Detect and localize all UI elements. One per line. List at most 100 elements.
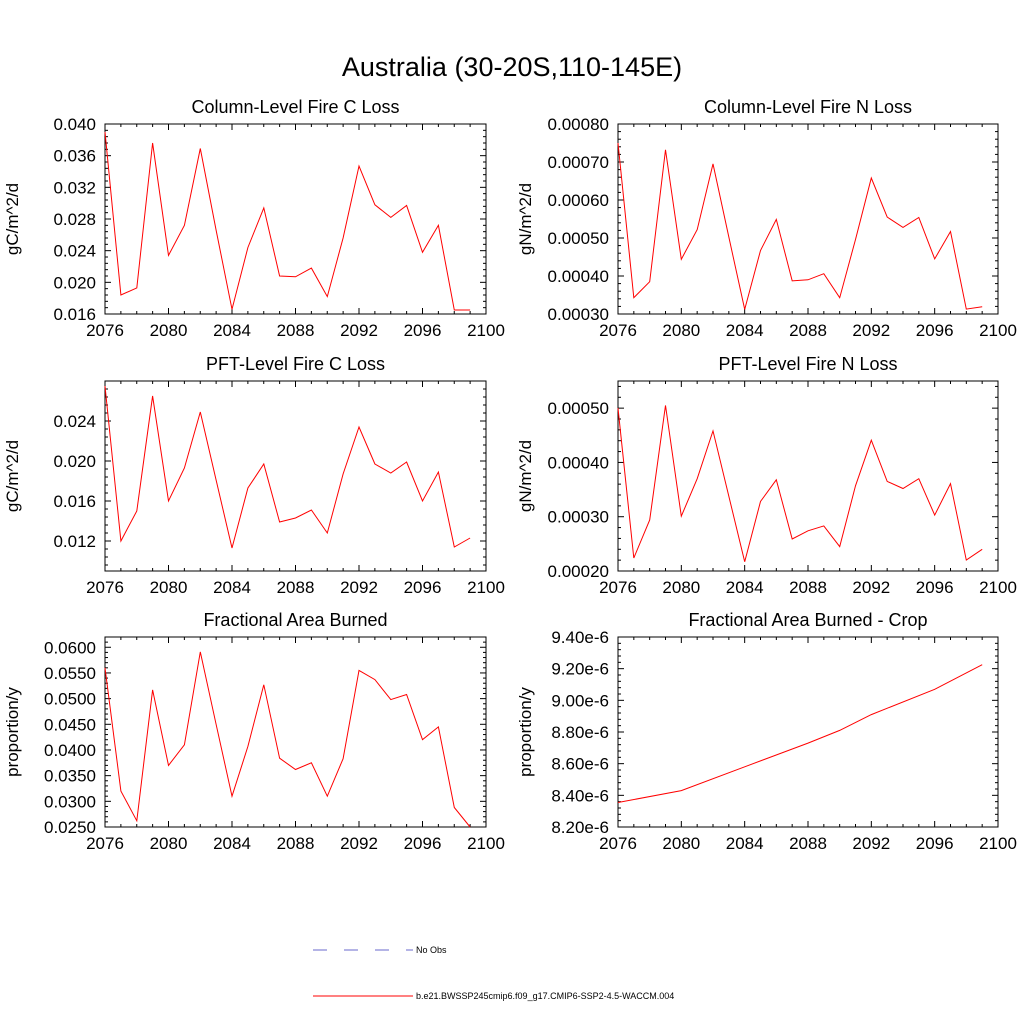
y-tick-label: 0.00040 [548,453,609,472]
y-tick-label: 0.0550 [44,664,96,683]
x-tick-label: 2080 [150,578,188,597]
x-tick-label: 2096 [916,578,954,597]
series-line [104,131,471,311]
x-tick-label: 2080 [662,578,700,597]
y-axis-label: proportion/y [3,687,22,777]
x-tick-label: 2084 [726,578,764,597]
y-tick-label: 0.020 [53,452,96,471]
y-axis-label: gC/m^2/d [3,440,22,512]
y-tick-label: 8.80e-6 [551,723,609,742]
x-tick-label: 2092 [852,834,890,853]
series-line [104,651,471,828]
x-tick-label: 2096 [916,834,954,853]
x-tick-label: 2088 [789,578,827,597]
y-tick-label: 9.00e-6 [551,691,609,710]
y-axis-label: gN/m^2/d [516,183,535,255]
plot-frame [104,636,487,828]
y-tick-label: 0.0300 [44,792,96,811]
x-tick-label: 2096 [404,321,442,340]
x-tick-label: 2092 [340,578,378,597]
chart-panel: Fractional Area Burned proportion/y 2076 20… [3,610,505,853]
x-tick-label: 2076 [599,578,637,597]
x-tick-label: 2076 [599,834,637,853]
chart-panel: PFT-Level Fire C Loss gC/m^2/d 2076 2080 208… [3,354,505,597]
y-tick-label: 0.032 [53,178,96,197]
y-tick-label: 0.024 [53,242,96,261]
y-axis-label: proportion/y [516,687,535,777]
x-tick-label: 2092 [340,834,378,853]
series-line [617,142,983,310]
x-tick-label: 2080 [662,321,700,340]
legend: No Obs b.e21.BWSSP245cmip6.f09_g17.CMIP6… [313,945,674,1001]
series-line [617,405,983,562]
panel-title: PFT-Level Fire N Loss [718,354,897,374]
plot-frame [104,380,487,572]
y-tick-label: 9.20e-6 [551,660,609,679]
x-tick-label: 2084 [213,578,251,597]
y-tick-label: 0.00050 [548,229,609,248]
x-tick-label: 2096 [404,578,442,597]
y-tick-label: 0.00030 [548,508,609,527]
panel-title: Column-Level Fire N Loss [704,97,912,117]
x-tick-label: 2100 [979,578,1017,597]
y-tick-label: 0.012 [53,532,96,551]
x-tick-label: 2084 [726,321,764,340]
legend-label-model-run: b.e21.BWSSP245cmip6.f09_g17.CMIP6-SSP2-4… [416,991,674,1001]
series-line [617,664,983,803]
x-tick-label: 2080 [662,834,700,853]
plot-frame [617,636,999,828]
x-tick-label: 2100 [467,578,505,597]
panels: Column-Level Fire C Loss gC/m^2/d 2076 2080… [3,97,1017,853]
y-tick-label: 0.040 [53,115,96,134]
y-tick-label: 0.00070 [548,153,609,172]
figure-title: Australia (30-20S,110-145E) [342,52,682,82]
x-tick-label: 2092 [852,578,890,597]
panel-title: Fractional Area Burned - Crop [688,610,927,630]
x-tick-label: 2100 [467,321,505,340]
x-tick-label: 2080 [150,321,188,340]
y-tick-label: 0.00040 [548,267,609,286]
x-tick-label: 2100 [979,834,1017,853]
y-tick-label: 0.036 [53,147,96,166]
chart-panel: Fractional Area Burned - Crop proportion/… [516,610,1017,853]
plot-frame [104,123,487,315]
x-tick-label: 2088 [277,834,315,853]
x-tick-label: 2100 [979,321,1017,340]
panel-title: Fractional Area Burned [203,610,387,630]
x-tick-label: 2080 [150,834,188,853]
series-line [104,385,471,549]
x-tick-label: 2096 [916,321,954,340]
y-tick-label: 8.20e-6 [551,818,609,837]
x-tick-label: 2092 [340,321,378,340]
y-tick-label: 0.0600 [44,638,96,657]
x-tick-label: 2084 [213,834,251,853]
x-tick-label: 2092 [852,321,890,340]
panel-title: Column-Level Fire C Loss [191,97,399,117]
y-tick-label: 0.028 [53,210,96,229]
x-tick-label: 2088 [277,321,315,340]
y-tick-label: 0.00020 [548,562,609,581]
x-tick-label: 2076 [86,834,124,853]
panel-title: PFT-Level Fire C Loss [206,354,385,374]
y-axis-label: gN/m^2/d [516,440,535,512]
y-tick-label: 0.00050 [548,399,609,418]
x-tick-label: 2076 [599,321,637,340]
y-tick-label: 0.0400 [44,741,96,760]
y-tick-label: 0.00060 [548,191,609,210]
y-tick-label: 0.016 [53,305,96,324]
plot-frame [617,380,999,572]
y-tick-label: 0.020 [53,273,96,292]
x-tick-label: 2100 [467,834,505,853]
y-tick-label: 8.60e-6 [551,755,609,774]
y-tick-label: 0.024 [53,412,96,431]
y-tick-label: 0.0350 [44,767,96,786]
chart-panel: Column-Level Fire N Loss gN/m^2/d 2076 2080… [516,97,1017,340]
y-axis-label: gC/m^2/d [3,183,22,255]
y-tick-label: 8.40e-6 [551,786,609,805]
y-tick-label: 9.40e-6 [551,628,609,647]
x-tick-label: 2084 [213,321,251,340]
legend-label-no-obs: No Obs [416,945,447,955]
x-tick-label: 2088 [789,321,827,340]
y-tick-label: 0.016 [53,492,96,511]
